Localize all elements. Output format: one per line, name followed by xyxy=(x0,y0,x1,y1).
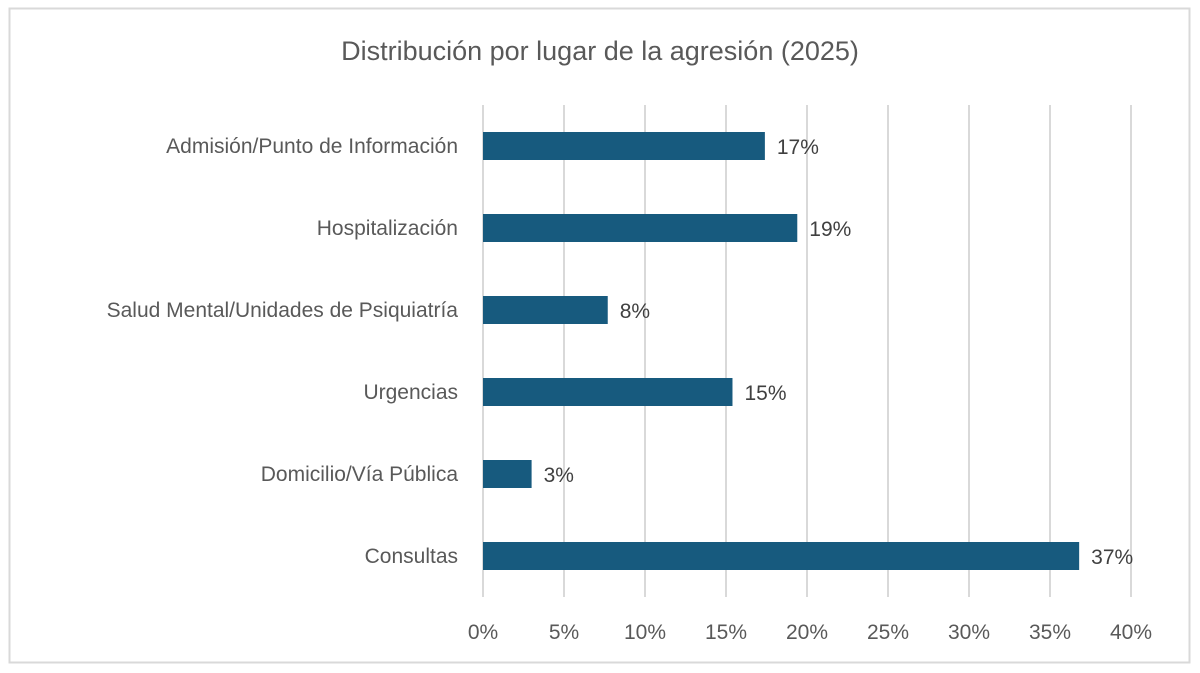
bar xyxy=(483,296,608,324)
data-label: 19% xyxy=(809,218,851,241)
category-label: Admisión/Punto de Información xyxy=(166,135,458,158)
category-label: Hospitalización xyxy=(317,217,458,240)
bar xyxy=(483,460,532,488)
data-label: 8% xyxy=(620,300,650,323)
category-label: Domicilio/Vía Pública xyxy=(261,463,459,486)
data-label: 15% xyxy=(744,382,786,405)
chart-title: Distribución por lugar de la agresión (2… xyxy=(341,36,859,66)
x-tick-label: 40% xyxy=(1110,621,1152,644)
x-tick-label: 0% xyxy=(468,621,498,644)
category-label: Urgencias xyxy=(363,381,458,404)
x-tick-label: 35% xyxy=(1029,621,1071,644)
x-tick-label: 25% xyxy=(867,621,909,644)
category-label: Consultas xyxy=(365,545,458,568)
x-tick-label: 20% xyxy=(786,621,828,644)
x-tick-label: 10% xyxy=(624,621,666,644)
bar xyxy=(483,214,798,242)
data-label: 3% xyxy=(544,464,574,487)
category-label: Salud Mental/Unidades de Psiquiatría xyxy=(107,299,459,322)
data-label: 37% xyxy=(1091,546,1133,569)
bar xyxy=(483,542,1080,570)
bar xyxy=(483,378,733,406)
x-tick-label: 30% xyxy=(948,621,990,644)
bar xyxy=(483,132,765,160)
x-tick-label: 5% xyxy=(549,621,579,644)
data-label: 17% xyxy=(777,136,819,159)
x-tick-label: 15% xyxy=(705,621,747,644)
